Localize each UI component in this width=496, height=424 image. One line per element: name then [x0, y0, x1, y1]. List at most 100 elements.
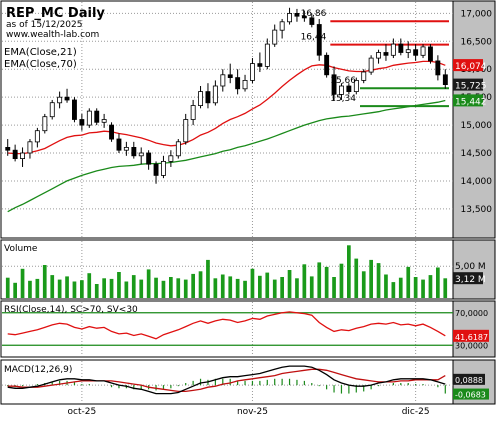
- candle-body-down: [72, 99, 77, 120]
- ema70-value-badge: 15,442: [455, 97, 487, 107]
- volume-bar: [369, 259, 373, 298]
- volume-bar: [436, 267, 440, 298]
- macd-title: MACD(12,26,9): [4, 365, 72, 375]
- volume-bar: [109, 278, 114, 298]
- macd-panel-frame: [0, 359, 496, 405]
- ema21-value-badge: 16,074: [455, 62, 487, 72]
- ema21-legend: EMA(Close,21): [4, 47, 77, 58]
- candle-body-up: [86, 110, 92, 126]
- candle-body-down: [109, 124, 114, 140]
- price-axis-tick: 14,000: [461, 177, 493, 187]
- volume-bar: [339, 263, 344, 298]
- volume-bar: [42, 265, 47, 298]
- macd-value-badge: 0,0888: [455, 376, 483, 385]
- candle-body-up: [57, 96, 63, 104]
- volume-bar: [146, 269, 151, 298]
- volume-title: Volume: [4, 244, 38, 254]
- macd-line: [7, 365, 446, 395]
- volume-bar: [13, 282, 17, 298]
- candle-body-down: [94, 110, 100, 123]
- candle-body-up: [27, 141, 33, 154]
- volume-axis-tick: 5,00 M: [455, 262, 486, 272]
- volume-bar: [258, 275, 262, 298]
- volume-bar: [406, 266, 411, 298]
- volume-bar: [443, 278, 448, 298]
- volume-bar: [361, 271, 366, 298]
- macd-hist-badge-bg: [453, 388, 489, 400]
- volume-bar: [94, 284, 99, 298]
- volume-axis-bg: [453, 240, 495, 299]
- rsi-last-badge: 41,6187: [455, 333, 488, 342]
- rsi-axis-tick: 30,0000: [455, 341, 488, 350]
- volume-bar: [391, 282, 396, 298]
- volume-bar: [139, 279, 144, 298]
- volume-bar: [154, 277, 158, 298]
- candle-body-down: [294, 12, 300, 17]
- volume-bar: [280, 277, 284, 298]
- candle-body-down: [205, 91, 211, 104]
- rsi-title: RSI(Close,14), SC>70, SV<30: [4, 305, 138, 315]
- candle-body-up: [160, 160, 166, 176]
- rsi-axis-tick: 70,0000: [455, 309, 488, 318]
- chart-date: as of 15/12/2025: [6, 20, 82, 30]
- volume-last-badge-bg: [453, 272, 483, 285]
- candle-body-up: [249, 63, 255, 81]
- volume-bar: [87, 273, 92, 298]
- candle-body-up: [353, 80, 359, 93]
- price-axis-tick: 13,500: [461, 205, 493, 215]
- price-axis-tick: 15,000: [461, 121, 493, 131]
- price-axis-bg: [453, 1, 495, 238]
- candle-body-up: [405, 49, 411, 53]
- chart-title: REP_MC Daily: [6, 6, 105, 21]
- volume-bar: [235, 278, 240, 298]
- volume-bar: [65, 276, 69, 298]
- volume-bar: [169, 277, 173, 298]
- volume-bar: [398, 277, 403, 298]
- macd-hist-badge: -0,0683: [455, 391, 486, 400]
- candle-body-up: [338, 85, 344, 95]
- candle-body-up: [376, 52, 381, 59]
- volume-bar: [428, 275, 433, 298]
- ema70-value-badge-bg: [453, 94, 483, 107]
- candle-body-down: [427, 46, 433, 62]
- macd-value-badge-bg: [453, 373, 485, 385]
- axis-layer: oct-25 nov-25 dic-25 13,500 14,000 14,500 15,0…: [68, 9, 493, 417]
- level-label: 15,66: [330, 76, 356, 86]
- volume-bar: [176, 278, 181, 298]
- candle-body-up: [279, 21, 285, 31]
- grid-layer: [2, 2, 453, 403]
- volume-bar: [302, 264, 307, 298]
- candle-body-up: [20, 152, 25, 159]
- volume-bar: [228, 276, 233, 298]
- volume-bar: [57, 279, 62, 298]
- volume-last-badge: 3,12 M: [455, 275, 486, 285]
- candle-body-down: [413, 49, 419, 56]
- website-label: www.wealth-lab.com: [6, 30, 99, 40]
- volume-bar: [384, 274, 388, 298]
- price-axis-tick: 17,000: [461, 9, 493, 19]
- volume-bar: [324, 266, 329, 298]
- volume-bar: [20, 268, 25, 298]
- candle-body-up: [212, 85, 218, 104]
- rsi-last-badge-bg: [453, 329, 489, 342]
- candle-body-up: [287, 12, 292, 23]
- volume-bar: [220, 274, 225, 298]
- volume-bar: [72, 281, 77, 298]
- volume-bar: [191, 273, 195, 298]
- ema70-line: [7, 99, 446, 213]
- candle-body-up: [168, 155, 174, 162]
- ema70-legend: EMA(Close,70): [4, 59, 77, 70]
- candle-body-up: [272, 29, 278, 45]
- volume-bar: [332, 277, 336, 298]
- candle-body-down: [257, 63, 263, 67]
- candle-body-up: [220, 74, 226, 87]
- candle-body-down: [235, 77, 241, 90]
- volume-bar: [295, 278, 299, 298]
- volume-bar: [376, 263, 381, 298]
- candle-body-down: [435, 60, 441, 76]
- price-axis-tick: 16,500: [461, 37, 493, 47]
- candle-body-up: [183, 119, 189, 143]
- candle-layer: [5, 7, 448, 184]
- candle-body-up: [175, 141, 181, 157]
